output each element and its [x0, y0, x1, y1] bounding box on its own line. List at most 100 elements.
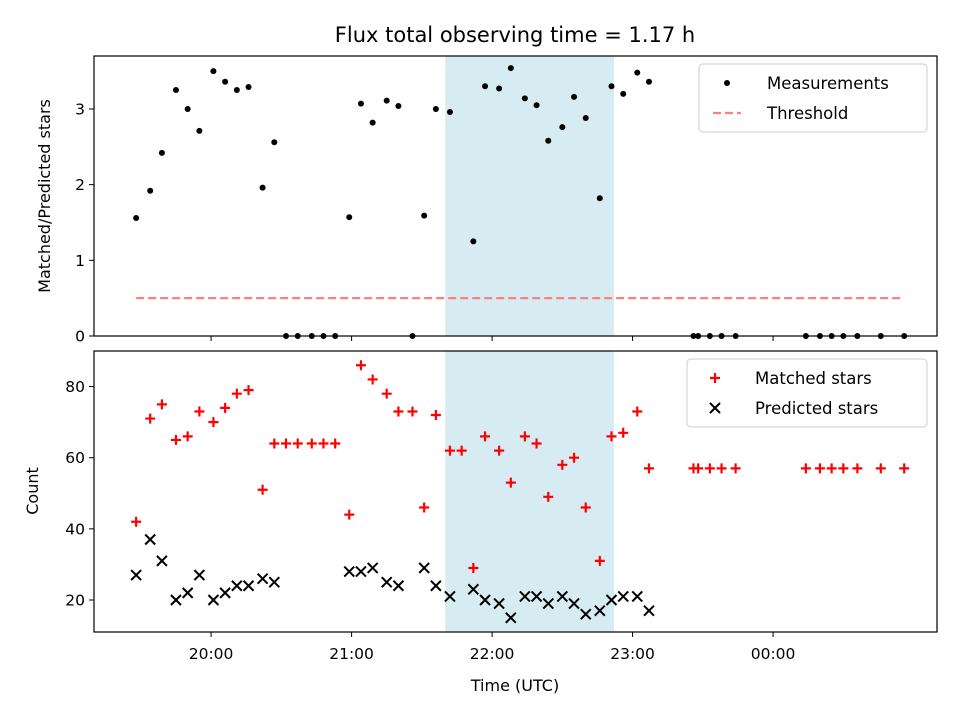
bottom-series-1-point — [493, 597, 505, 610]
bottom-series-1-point — [256, 572, 269, 585]
bottom-series-0-point — [580, 502, 591, 513]
bottom-series-0-point — [243, 385, 254, 396]
bottom-series-1-point — [519, 590, 531, 603]
top-series-0-point — [346, 214, 353, 221]
bottom-series-0-point — [444, 445, 455, 456]
bottom-series-0-point — [220, 402, 231, 413]
bottom-series-0-point — [393, 406, 404, 417]
bottom-series-1-point — [605, 594, 618, 606]
bottom-series-0-point — [618, 427, 629, 438]
bottom-series-0-point — [569, 452, 580, 463]
bottom-series-0-point — [330, 438, 341, 449]
top-y-tick-label: 0 — [75, 328, 85, 346]
top-series-0-point — [645, 78, 652, 85]
bottom-series-0-point — [367, 374, 378, 385]
top-y-tick-label: 3 — [75, 100, 85, 118]
top-series-0-point — [533, 102, 540, 109]
bottom-series-1-point — [242, 580, 255, 592]
top-series-0-point — [545, 137, 552, 144]
top-series-0-point — [634, 69, 641, 76]
bottom-series-0 — [131, 360, 910, 573]
x-tick-label: 00:00 — [751, 645, 796, 663]
bottom-legend-frame — [686, 358, 928, 428]
top-series-0-point — [446, 109, 453, 115]
top-series-0-point — [158, 149, 165, 156]
bottom-series-0-point — [231, 388, 242, 399]
bottom-series-1-point — [392, 580, 405, 592]
top-series-0-point — [147, 187, 154, 194]
top-legend-label: Threshold — [766, 104, 848, 123]
bottom-series-0-point — [281, 438, 292, 449]
bottom-series-0-point — [606, 431, 617, 442]
bottom-series-1-point — [505, 612, 517, 624]
top-legend-label: Measurements — [767, 74, 889, 93]
bottom-series-1-point — [467, 583, 480, 596]
bottom-series-1-point — [418, 562, 430, 574]
bottom-series-0-point — [156, 399, 167, 410]
bottom-legend: Matched stars Predicted stars — [686, 358, 928, 428]
bottom-legend-label: Predicted stars — [755, 399, 878, 418]
bottom-series-1-point — [568, 597, 580, 610]
x-tick-label: 22:00 — [470, 645, 515, 663]
bottom-series-1-point — [193, 569, 206, 581]
bottom-series-0-point — [643, 463, 654, 474]
top-series-0-point — [357, 100, 364, 107]
bottom-series-1-point — [170, 594, 182, 606]
top-legend-frame — [698, 63, 928, 133]
top-series-0-point — [369, 119, 376, 126]
bottom-series-1-point — [366, 562, 379, 574]
bottom-series-0-point — [494, 445, 505, 456]
bottom-series-1-point — [207, 594, 220, 606]
bottom-series-1-point — [268, 576, 281, 588]
top-series-0-point — [521, 95, 528, 102]
bottom-panel: 20 40 60 80 20:00 21:00 22:00 23:00 00:00 Matched… — [65, 350, 938, 663]
bottom-y-tick-label: 60 — [65, 449, 85, 467]
bottom-series-0-point — [381, 388, 392, 399]
top-series-0-point — [222, 78, 229, 85]
bottom-series-0-point — [632, 406, 643, 417]
bottom-series-1-point — [156, 555, 168, 567]
x-tick-label: 21:00 — [329, 645, 374, 663]
top-y-tick-label: 2 — [75, 176, 85, 194]
top-y-tick-label: 1 — [75, 252, 85, 270]
bottom-series-0-point — [543, 491, 554, 502]
top-series-0-point — [432, 105, 439, 112]
top-series-0-point — [271, 139, 278, 146]
bottom-series-0-point — [899, 463, 910, 474]
top-plot-frame — [93, 55, 938, 337]
top-series-0-point — [482, 83, 489, 90]
bottom-series-1-point — [556, 590, 569, 603]
bottom-series-1-point — [355, 565, 367, 578]
bottom-series-0-point — [456, 445, 467, 456]
top-series-0-point — [196, 127, 203, 134]
bottom-series-1-point — [343, 565, 355, 578]
bottom-series-1-point — [144, 533, 156, 546]
top-series-0-point — [596, 195, 603, 202]
bottom-series-0-point — [826, 463, 837, 474]
bottom-series-0-point — [468, 562, 479, 573]
bottom-series-1-point — [381, 576, 393, 588]
bottom-highlight-span — [445, 351, 614, 632]
bottom-series-0-point — [306, 438, 317, 449]
bottom-series-0-point — [480, 431, 491, 442]
top-series-0-point — [383, 97, 390, 104]
bottom-series-1-point — [130, 569, 142, 581]
x-tick-label: 23:00 — [610, 645, 655, 663]
bottom-series-0-point — [594, 555, 605, 566]
top-series-0-point — [571, 93, 578, 100]
bottom-series-1 — [130, 533, 655, 624]
top-series-0-point — [582, 115, 589, 122]
bottom-series-0-point — [531, 438, 542, 449]
top-panel: 0 1 2 3 Measurements Threshold — [75, 55, 938, 346]
top-y-axis-label: Matched/Predicted stars — [35, 99, 54, 293]
bottom-series-0-point — [145, 413, 156, 424]
top-series-0-point — [133, 214, 140, 221]
bottom-series-0-point — [716, 463, 727, 474]
bottom-y-tick-label: 40 — [65, 520, 85, 538]
bottom-series-0-point — [557, 459, 568, 470]
bottom-legend-swatch — [710, 373, 720, 383]
top-series-0-point — [620, 90, 627, 97]
bottom-series-0-point — [318, 438, 329, 449]
bottom-series-1-point — [181, 587, 194, 599]
